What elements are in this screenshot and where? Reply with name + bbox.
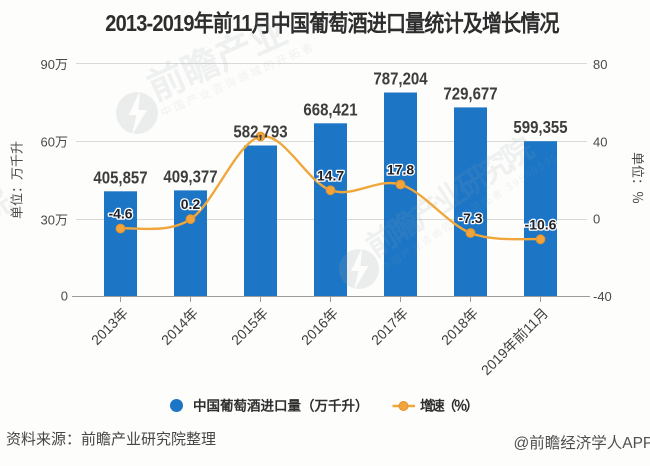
svg-text:60万: 60万	[41, 135, 68, 150]
svg-text:599,355: 599,355	[513, 118, 567, 137]
svg-text:14.7: 14.7	[317, 167, 344, 183]
svg-text:40: 40	[593, 135, 607, 150]
svg-text:2018年: 2018年	[438, 305, 481, 348]
svg-text:729,677: 729,677	[443, 84, 497, 103]
svg-text:2016年: 2016年	[298, 305, 341, 348]
svg-text:-10.6: -10.6	[525, 216, 557, 232]
svg-text:2013年: 2013年	[88, 305, 131, 348]
svg-text:中国葡萄酒进口量（万千升）: 中国葡萄酒进口量（万千升）	[193, 398, 369, 414]
svg-text:2019年前11月: 2019年前11月	[478, 305, 551, 378]
svg-text:30万: 30万	[41, 213, 68, 228]
svg-text:90万: 90万	[41, 57, 68, 72]
svg-text:17.8: 17.8	[387, 162, 414, 178]
svg-text:582,793: 582,793	[233, 123, 287, 142]
svg-text:80: 80	[593, 57, 607, 72]
svg-text:增速（％）: 增速（％）	[420, 398, 477, 414]
svg-text:2014年: 2014年	[158, 305, 201, 348]
svg-text:单位：万千升: 单位：万千升	[10, 141, 25, 219]
svg-text:资料来源：前瞻产业研究院整理: 资料来源：前瞻产业研究院整理	[6, 430, 216, 448]
svg-text:0: 0	[593, 212, 600, 227]
svg-text:@前瞻经济学人APP: @前瞻经济学人APP	[514, 434, 650, 452]
svg-text:0.2: 0.2	[181, 196, 201, 212]
svg-text:409,377: 409,377	[163, 167, 217, 186]
svg-text:-7.3: -7.3	[458, 210, 482, 226]
svg-text:787,204: 787,204	[373, 70, 427, 89]
svg-text:-4.6: -4.6	[108, 206, 132, 222]
svg-text:-40: -40	[593, 289, 612, 304]
svg-text:单位：％: 单位：％	[630, 152, 645, 204]
svg-text:668,421: 668,421	[303, 100, 357, 119]
svg-text:2013-2019年前11月中国葡萄酒进口量统计及增长情况: 2013-2019年前11月中国葡萄酒进口量统计及增长情况	[105, 10, 560, 37]
svg-text:2015年: 2015年	[228, 305, 271, 348]
svg-text:0: 0	[61, 289, 68, 304]
svg-text:2017年: 2017年	[368, 305, 411, 348]
svg-text:405,857: 405,857	[93, 168, 147, 187]
